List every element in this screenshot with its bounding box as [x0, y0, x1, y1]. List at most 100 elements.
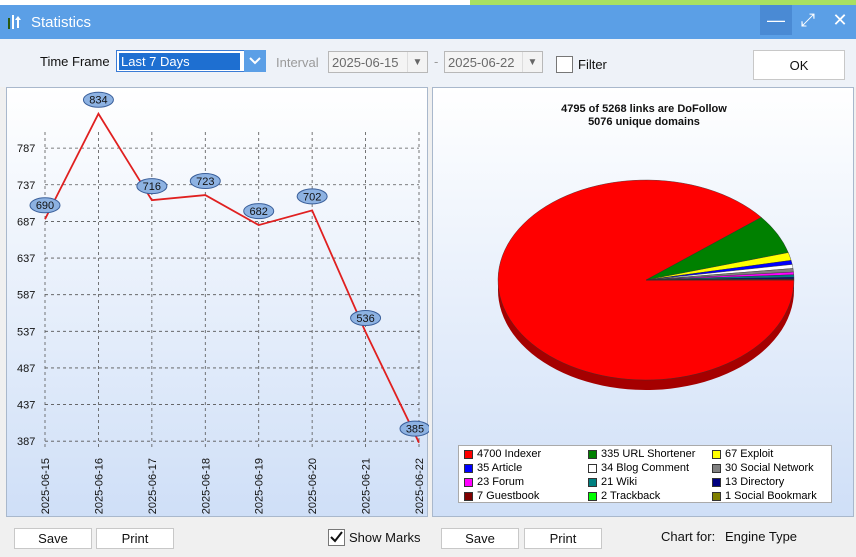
data-label: 385 — [399, 420, 429, 437]
legend-item: 67 Exploit — [712, 447, 773, 461]
chart-for-label: Chart for: — [661, 529, 716, 544]
left-print-button[interactable]: Print — [96, 528, 174, 549]
show-marks-checkbox[interactable] — [328, 529, 345, 546]
data-label-text: 716 — [143, 181, 161, 193]
window-titlebar[interactable]: Statistics — ⤢ ✕ — [0, 5, 856, 39]
legend-swatch — [588, 491, 597, 501]
data-label-text: 702 — [303, 191, 321, 203]
right-save-button[interactable]: Save — [441, 528, 519, 549]
legend-label: 335 URL Shortener — [601, 448, 696, 460]
x-tick-label: 2025-06-18 — [200, 458, 212, 514]
legend-item: 35 Article — [464, 461, 522, 475]
legend-label: 1 Social Bookmark — [725, 490, 817, 502]
statistics-app-icon — [8, 15, 21, 29]
y-tick-label: 737 — [17, 180, 35, 192]
pie-legend: 4700 Indexer 335 URL Shortener 67 Exploit 3… — [458, 445, 832, 503]
close-button[interactable]: ✕ — [832, 9, 848, 30]
legend-item: 1 Social Bookmark — [712, 489, 817, 503]
interval-label: Interval — [276, 55, 319, 70]
data-label: 536 — [350, 310, 382, 327]
pie-title-line: 5076 unique domains — [588, 116, 700, 128]
data-label-text: 385 — [406, 424, 424, 436]
legend-label: 4700 Indexer — [477, 448, 542, 460]
data-label-bubble — [189, 173, 221, 190]
data-label: 834 — [82, 91, 114, 108]
data-label-text: 690 — [36, 200, 54, 212]
line-chart-grid — [44, 132, 420, 450]
background-strip — [0, 0, 856, 5]
x-tick-label: 2025-06-22 — [414, 458, 426, 514]
maximize-button[interactable]: ⤢ — [800, 9, 816, 30]
legend-swatch — [712, 449, 721, 459]
legend-swatch — [588, 449, 597, 459]
y-tick-label: 437 — [17, 400, 35, 412]
data-label-bubble — [243, 203, 275, 220]
x-tick-label: 2025-06-21 — [361, 458, 373, 514]
date-to-picker[interactable]: 2025-06-22 ▼ — [444, 51, 543, 73]
data-label: 716 — [136, 178, 168, 195]
legend-swatch — [464, 449, 473, 459]
data-label-bubble — [350, 310, 382, 327]
legend-label: 2 Trackback — [601, 490, 661, 502]
series-line — [44, 111, 420, 444]
data-label-bubble — [136, 178, 168, 195]
legend-item: 2 Trackback — [588, 489, 660, 503]
legend-item: 30 Social Network — [712, 461, 814, 475]
legend-swatch — [588, 477, 597, 487]
y-tick-label: 487 — [17, 363, 35, 375]
data-label: 702 — [296, 188, 328, 205]
data-label: 682 — [243, 203, 275, 220]
data-label-bubble — [296, 188, 328, 205]
legend-swatch — [464, 463, 473, 473]
date-from-picker[interactable]: 2025-06-15 ▼ — [328, 51, 428, 73]
x-tick-label: 2025-06-20 — [307, 458, 319, 514]
line-chart-panel: 387 437 487 537 587 637 687 737 787 2025-06-15 202… — [6, 87, 429, 517]
legend-item: 4700 Indexer — [464, 447, 541, 461]
data-label-bubble — [29, 197, 61, 214]
x-tick-label: 2025-06-15 — [40, 458, 52, 514]
x-tick-label: 2025-06-17 — [147, 458, 159, 514]
minimize-button[interactable]: — — [760, 5, 792, 35]
legend-item: 13 Directory — [712, 475, 784, 489]
dropdown-arrow-icon: ▼ — [522, 52, 542, 72]
data-label-text: 536 — [356, 313, 374, 325]
legend-swatch — [588, 463, 597, 473]
filter-checkbox[interactable] — [556, 56, 573, 73]
data-label-text: 723 — [196, 176, 214, 188]
y-tick-label: 787 — [17, 143, 35, 155]
right-print-button[interactable]: Print — [524, 528, 602, 549]
x-tick-label: 2025-06-16 — [93, 458, 105, 514]
legend-label: 7 Guestbook — [477, 490, 540, 502]
legend-item: 21 Wiki — [588, 475, 637, 489]
left-save-button[interactable]: Save — [14, 528, 92, 549]
legend-swatch — [712, 463, 721, 473]
legend-swatch — [712, 477, 721, 487]
dropdown-arrow-icon: ▼ — [407, 52, 427, 72]
legend-item: 335 URL Shortener — [588, 447, 695, 461]
y-tick-label: 587 — [17, 290, 35, 302]
data-label: 723 — [189, 173, 221, 190]
legend-swatch — [464, 491, 473, 501]
y-tick-label: 387 — [17, 436, 35, 448]
data-label-text: 682 — [250, 206, 268, 218]
ok-button[interactable]: OK — [753, 50, 845, 80]
chart-for-value: Engine Type — [725, 529, 798, 544]
y-tick-label: 637 — [17, 253, 35, 265]
pie-title-line: 4795 of 5268 links are DoFollow — [561, 103, 727, 115]
legend-label: 13 Directory — [725, 476, 785, 488]
legend-label: 67 Exploit — [725, 448, 774, 460]
data-label-bubble — [82, 91, 114, 108]
chevron-down-icon — [244, 50, 266, 72]
legend-label: 21 Wiki — [601, 476, 638, 488]
legend-label: 30 Social Network — [725, 462, 814, 474]
legend-item: 23 Forum — [464, 475, 524, 489]
time-frame-label: Time Frame — [40, 54, 110, 69]
show-marks-label: Show Marks — [349, 530, 421, 545]
bottom-bar: Save Print Show Marks Save Print Chart f… — [0, 517, 856, 557]
legend-swatch — [464, 477, 473, 487]
time-frame-select[interactable]: Last 7 Days — [116, 50, 266, 72]
y-tick-label: 537 — [17, 326, 35, 338]
data-label-bubble — [399, 420, 429, 437]
date-separator: - — [434, 54, 439, 69]
